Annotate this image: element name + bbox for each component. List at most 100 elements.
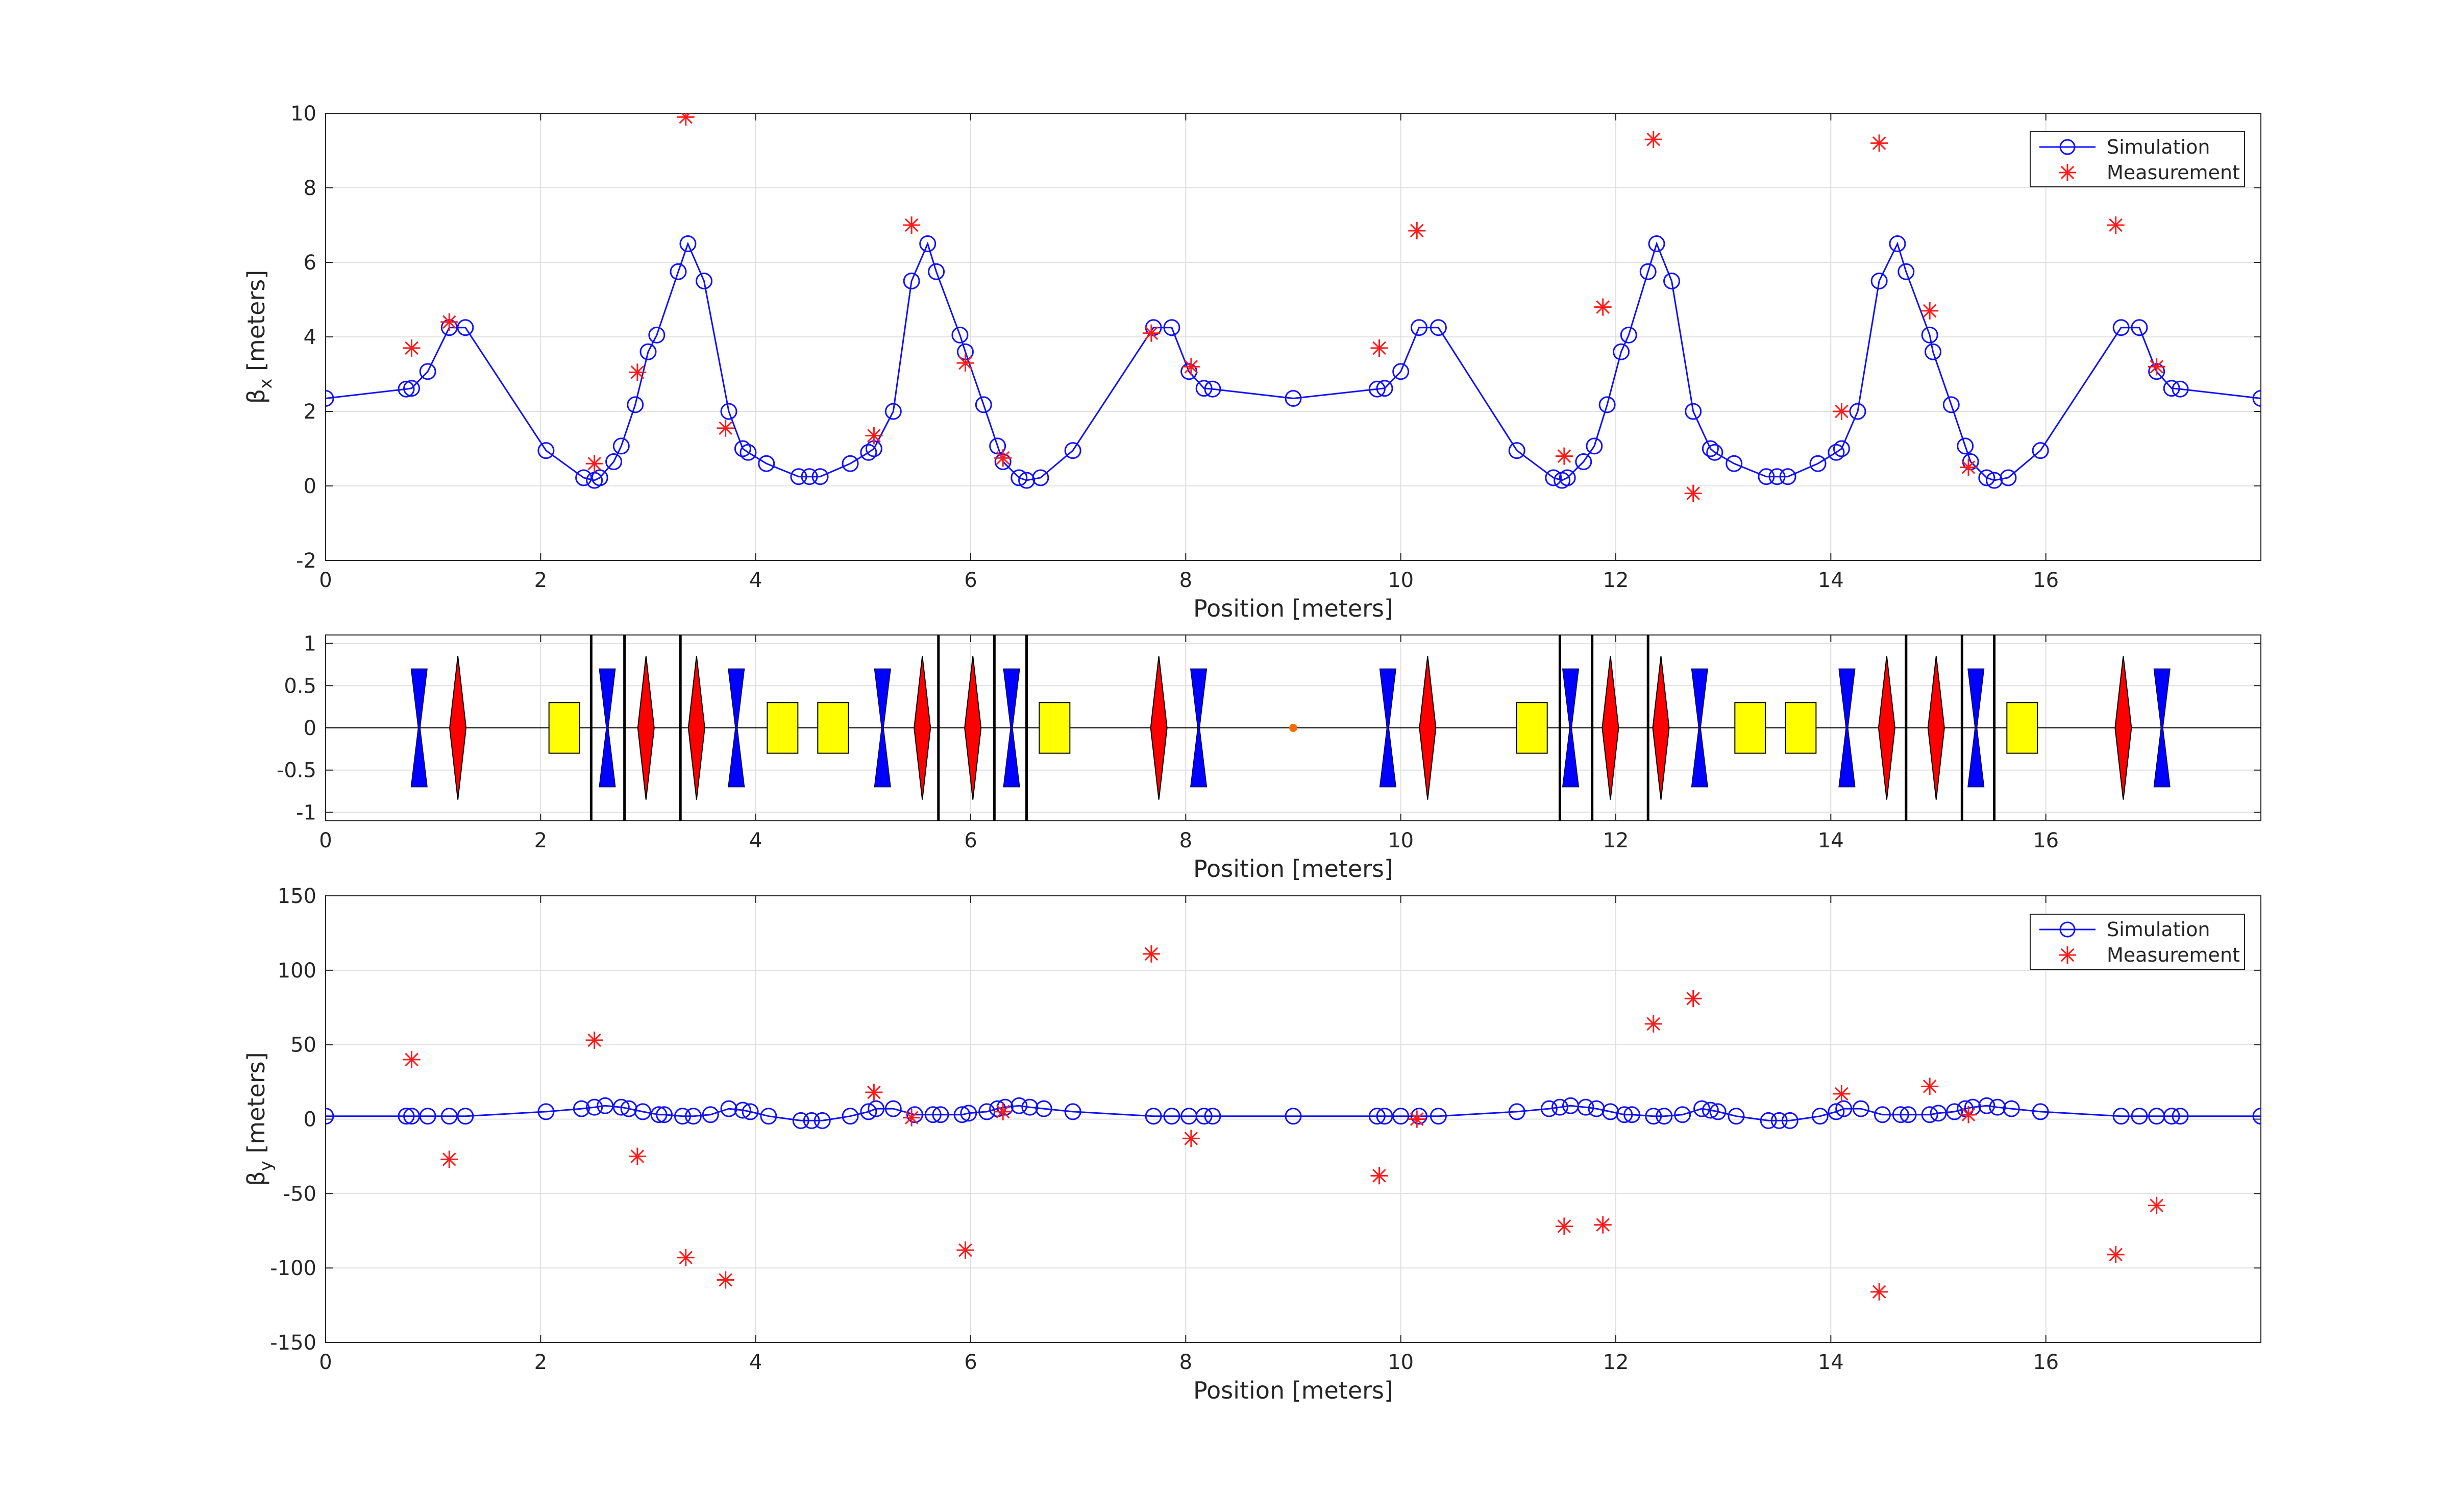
lattice-ytick-label: 0 (304, 717, 316, 740)
measurement-asterisk-stroke (1372, 1169, 1386, 1183)
beta-y-xtick-label: 10 (1388, 1351, 1414, 1374)
beta-y-measurement-point (585, 1031, 603, 1049)
beta-x-legend-circle-swatch (2059, 139, 2076, 155)
beta-x-simulation-point (639, 343, 657, 360)
beta-x-simulation-point (1392, 363, 1410, 380)
measurement-asterisk-stroke (442, 315, 456, 329)
beta-y-simulation-point (2163, 1108, 2180, 1125)
beta-y-simulation-point (960, 1105, 977, 1122)
beta-x-simulation-point (1702, 440, 1719, 457)
beta-y-measurement-point (440, 1151, 458, 1168)
measurement-asterisk-stroke (958, 356, 972, 370)
beta-x-measurement-point (994, 449, 1012, 467)
beta-y-measurement-point (956, 1241, 974, 1259)
beta-x-measurement-point (585, 455, 603, 473)
measurement-asterisk-stroke (2060, 165, 2075, 180)
beta-y-ytick-label: -100 (270, 1257, 316, 1280)
beta-x-simulation-point (612, 437, 630, 455)
beta-x-simulation-point (2252, 389, 2261, 407)
beta-x-simulation-point (1430, 319, 1447, 336)
beta-y-simulation-point (760, 1108, 777, 1125)
beta-x-plot-area (326, 113, 2261, 502)
defocusing-quadrupole (1838, 668, 1856, 788)
beta-y-simulation-point (597, 1097, 614, 1114)
defocusing-quadrupole (1190, 668, 1208, 788)
beta-y-simulation-point (537, 1103, 555, 1120)
beta-y-simulation-point (1781, 1112, 1798, 1129)
lattice-panel: 0 2 4 6 8 10 12 14 16 1 0.5 0 -0.5 -1 Position [meters… (277, 632, 2261, 883)
beta-x-measurement-point (1921, 302, 1939, 320)
beta-y-measurement-point (1182, 1130, 1200, 1147)
beta-x-simulation-point (1663, 273, 1681, 289)
measurement-asterisk-stroke (1961, 1108, 1976, 1122)
beta-x-simulation-point (2112, 319, 2130, 336)
beta-x-simulation-point (1598, 396, 1616, 413)
focusing-quadrupole (1927, 656, 1945, 800)
beta-x-xtick-label: 10 (1388, 569, 1414, 592)
beta-y-simulation-point (1064, 1103, 1081, 1120)
beta-x-simulation-point (734, 440, 751, 457)
beta-y-simulation-point (1709, 1103, 1727, 1120)
beta-x-simulation-point (605, 453, 623, 471)
beta-x-simulation-point (1195, 380, 1213, 397)
beta-x-measurement-point (717, 419, 734, 437)
beta-x-simulation-point (1285, 389, 1302, 407)
beta-y-simulation-point (573, 1100, 590, 1117)
beta-y-simulation-point (1616, 1106, 1633, 1123)
beta-y-xaxis-label: Position [meters] (1193, 1377, 1393, 1404)
beta-x-simulation-point (1376, 380, 1393, 397)
beta-y-simulation-point (586, 1098, 603, 1116)
beta-x-simulation-point (1978, 469, 1995, 486)
lattice-xtick-label: 16 (2033, 829, 2059, 852)
beta-x-measurement-point (1833, 403, 1851, 420)
defocusing-quadrupole (874, 668, 891, 788)
beta-y-ytick-label: 0 (304, 1108, 316, 1132)
beta-y-xtick-label: 4 (749, 1351, 762, 1374)
measurement-asterisk-stroke (1835, 1087, 1849, 1101)
defocusing-quadrupole (2153, 668, 2171, 788)
beta-x-measurement-point (628, 363, 646, 381)
beta-y-simulation-point (1551, 1098, 1568, 1116)
beta-y-simulation-point (1892, 1106, 1909, 1123)
beta-y-xtick-label: 14 (1818, 1351, 1844, 1374)
measurement-asterisk-stroke (1872, 1285, 1886, 1299)
beta-y-measurement-point (1408, 1110, 1426, 1128)
beta-x-measurement-point (1370, 339, 1388, 357)
defocusing-quadrupole (728, 668, 745, 788)
beta-y-xtick-label: 6 (964, 1351, 977, 1374)
beta-x-simulation-point (758, 455, 775, 472)
beta-y-simulation-point (702, 1106, 719, 1123)
beta-y-simulation-point (1392, 1108, 1410, 1125)
beta-x-ytick-label: 2 (304, 400, 316, 424)
beta-x-legend-label: Measurement (2107, 161, 2240, 184)
beta-x-simulation-point (2032, 442, 2049, 459)
lattice-xaxis-label: Position [meters] (1193, 855, 1393, 883)
beta-y-simulation-point (932, 1106, 949, 1123)
beta-x-measurement-point (403, 339, 421, 357)
center-marker-dot (1289, 724, 1297, 732)
beta-x-yaxis-label: βx [meters] (242, 270, 276, 404)
beta-x-ytick-label: 10 (290, 102, 316, 126)
beta-y-measurement-point (994, 1103, 1012, 1120)
beta-y-simulation-point (684, 1108, 702, 1125)
beta-y-ytick-label: -50 (283, 1182, 316, 1206)
lattice-ytick-label: 0.5 (284, 674, 316, 698)
lattice-xtick-label: 14 (1818, 829, 1844, 852)
beta-y-measurement-point (1594, 1216, 1612, 1234)
measurement-asterisk-stroke (719, 1273, 732, 1287)
beta-y-ytick-label: -150 (270, 1331, 316, 1355)
measurement-asterisk-stroke (1596, 1218, 1610, 1232)
beta-y-measurement-point (2148, 1196, 2165, 1214)
beta-x-xtick-label: 2 (534, 569, 547, 592)
defocusing-quadrupole (1691, 668, 1708, 788)
beta-y-legend-asterisk-swatch (2059, 946, 2076, 964)
measurement-asterisk-stroke (1410, 1112, 1424, 1126)
beta-y-simulation-point (1577, 1098, 1594, 1116)
beta-x-simulation-point (2131, 319, 2148, 336)
defocusing-quadrupole (1379, 668, 1396, 788)
beta-y-simulation-point (1430, 1108, 1447, 1125)
beta-y-simulation-point (742, 1103, 759, 1120)
beta-y-simulation-point (1835, 1100, 1853, 1117)
beta-y-measurement-point (1142, 945, 1160, 963)
beta-y-simulation-point (1693, 1100, 1711, 1117)
